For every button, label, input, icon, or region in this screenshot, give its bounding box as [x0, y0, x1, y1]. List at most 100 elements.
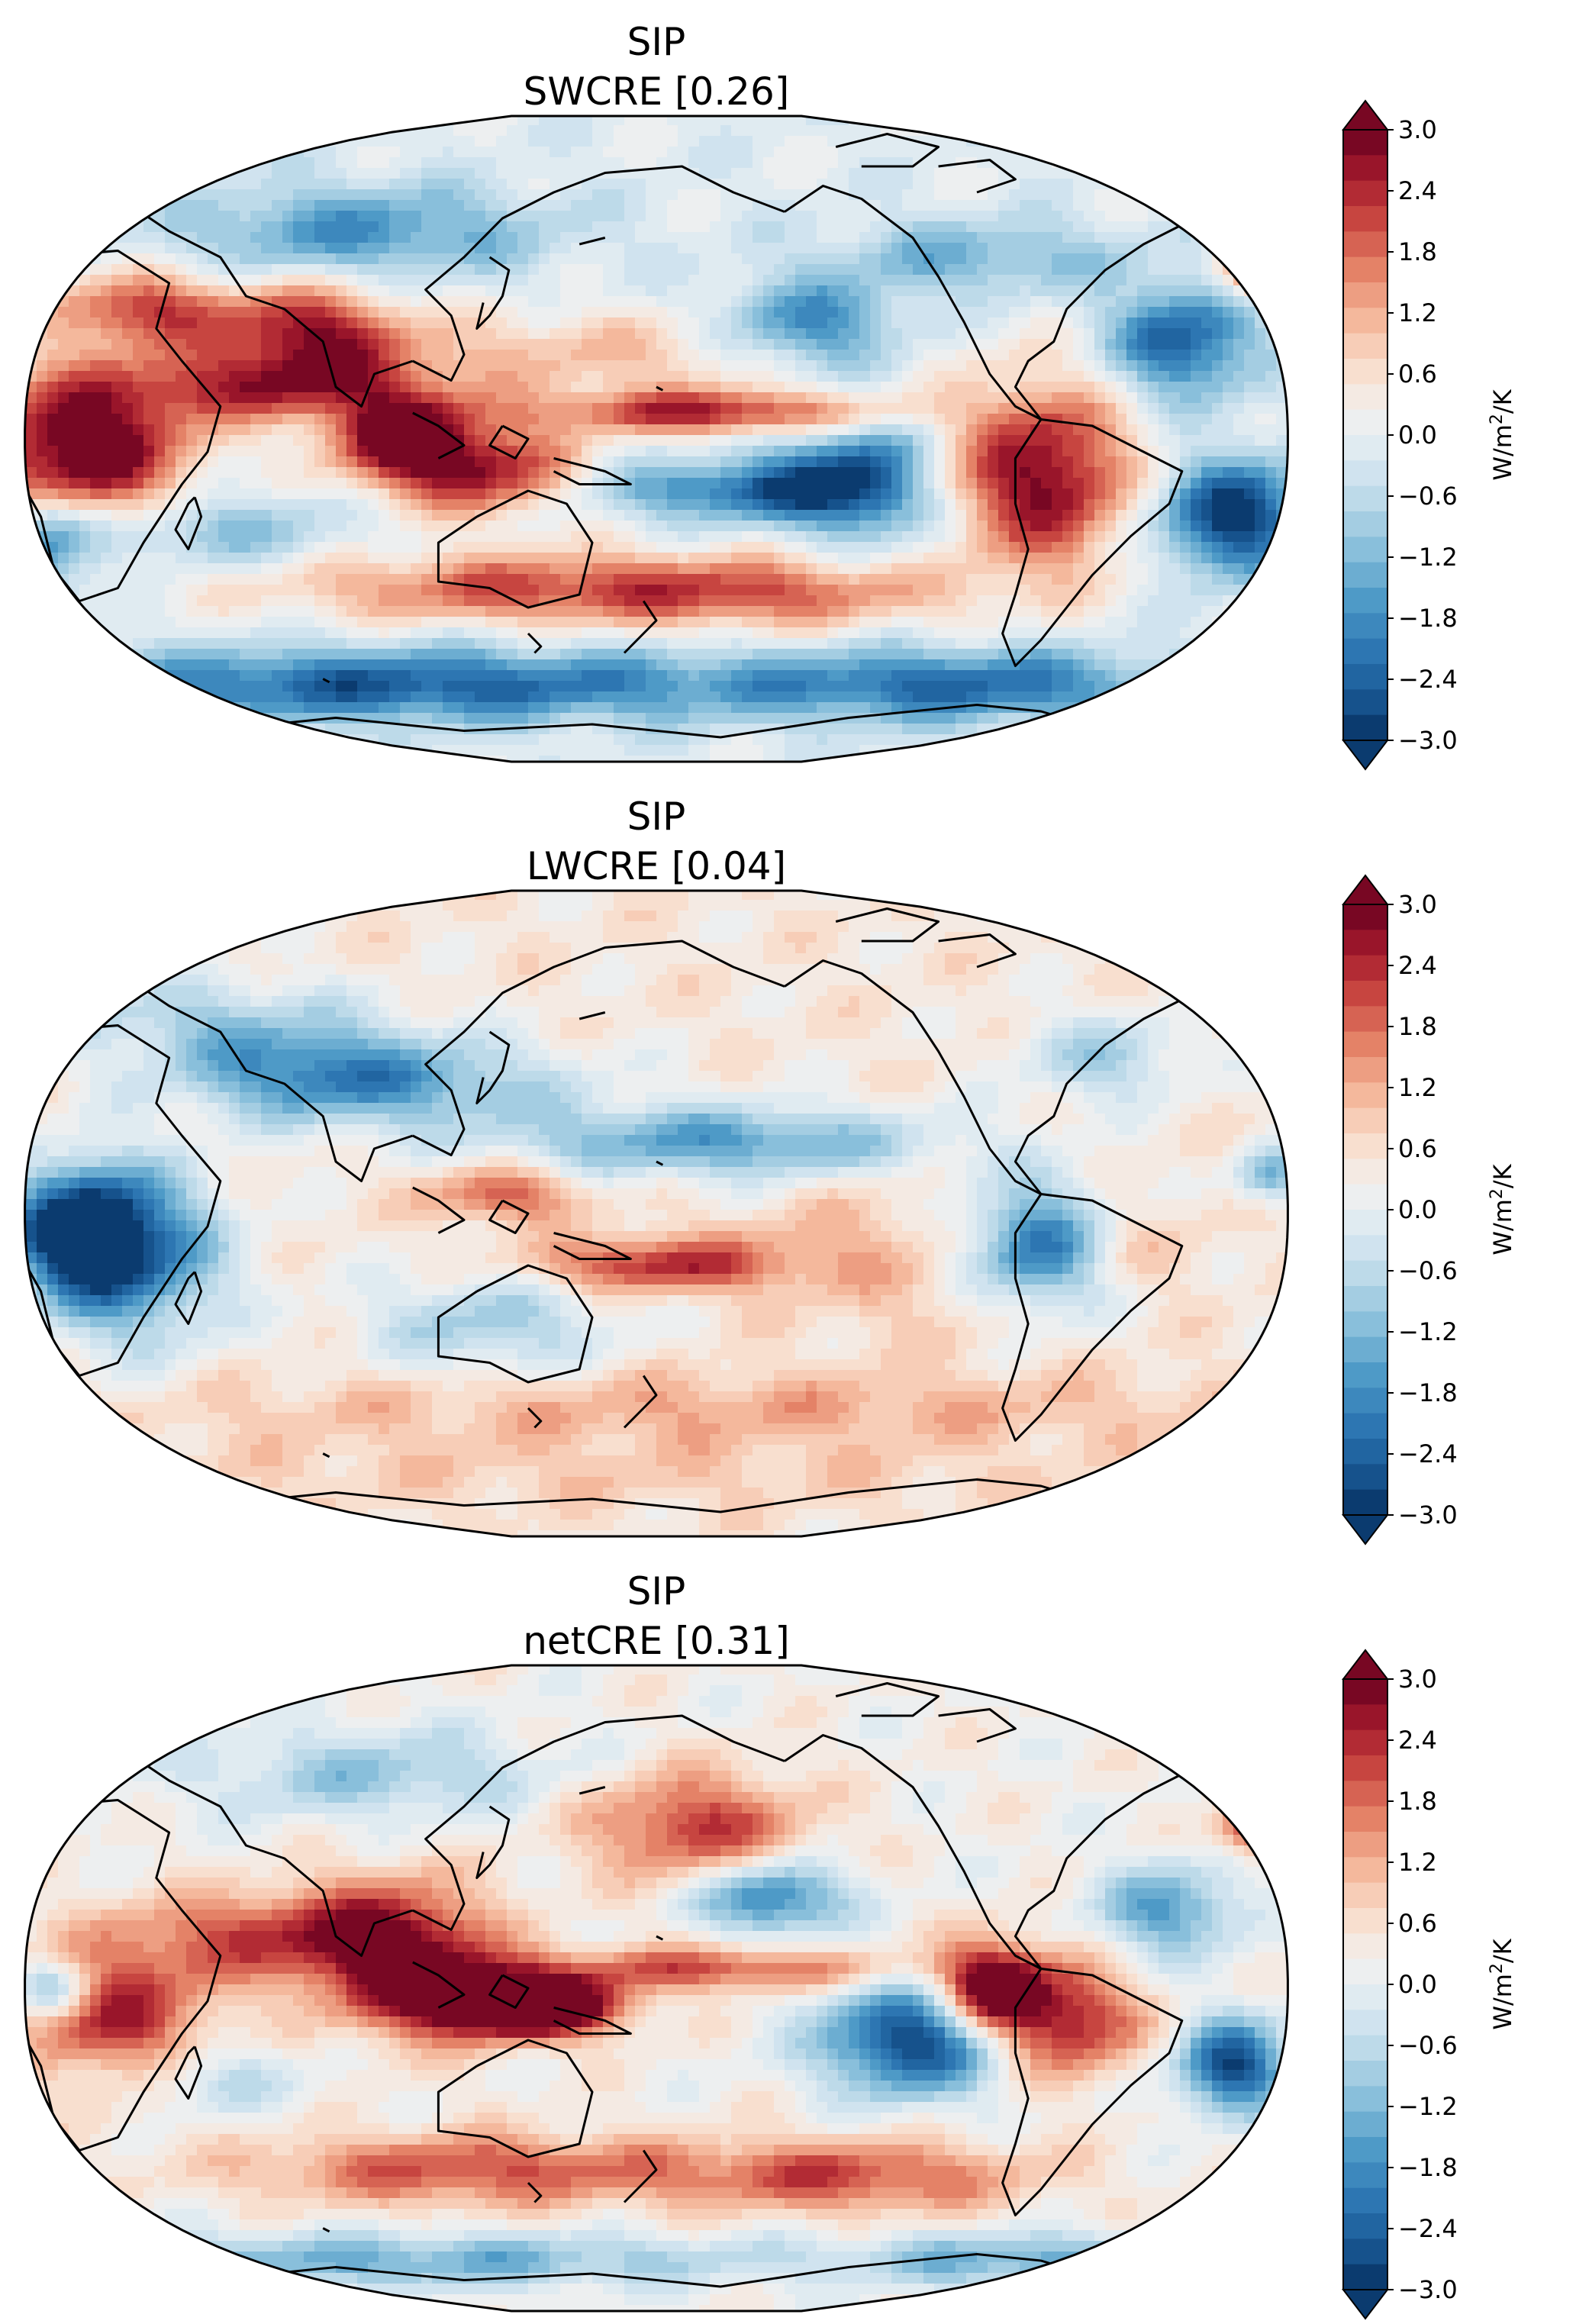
colorbar-label: W/m2/K	[1487, 388, 1517, 480]
colorbar-level	[1343, 2213, 1387, 2239]
colorbar-level	[1343, 1260, 1387, 1287]
colorbar-level	[1343, 613, 1387, 640]
colorbar-level	[1343, 955, 1387, 981]
colorbar-tick-label: −1.2	[1398, 1317, 1458, 1346]
colorbar-level	[1343, 1984, 1387, 2010]
colorbar-level	[1343, 308, 1387, 334]
colorbar-tick-label: 0.6	[1398, 359, 1437, 388]
panel-title: SIP	[0, 798, 1313, 836]
colorbar-tick-label: −2.4	[1398, 1439, 1458, 1468]
colorbar-level	[1343, 282, 1387, 308]
data-field	[24, 116, 1288, 762]
colorbar-level	[1343, 1235, 1387, 1262]
colorbar-level	[1343, 2187, 1387, 2214]
colorbar-level	[1343, 981, 1387, 1007]
colorbar-level	[1343, 904, 1387, 930]
colorbar-tick-label: −1.2	[1398, 543, 1458, 572]
map-outline	[24, 1664, 1289, 2313]
colorbar-level	[1343, 1362, 1387, 1388]
colorbar-level	[1343, 1755, 1387, 1781]
colorbar-level	[1343, 333, 1387, 359]
colorbar-level	[1343, 930, 1387, 956]
colorbar-level	[1343, 409, 1387, 436]
colorbar-tick-label: 1.2	[1398, 298, 1437, 327]
colorbar-level	[1343, 1857, 1387, 1884]
map-lwcre	[24, 889, 1289, 1538]
colorbar-tick-label: −1.2	[1398, 2092, 1458, 2121]
colorbar-level	[1343, 689, 1387, 716]
panel-subtitle: netCRE [0.31]	[0, 1622, 1313, 1660]
colorbar-tick-label: 0.0	[1398, 1970, 1437, 1999]
colorbar-extend-min	[1341, 740, 1390, 771]
colorbar-label: W/m2/K	[1487, 1163, 1517, 1255]
colorbar-tick-label: −1.8	[1398, 604, 1458, 633]
colorbar-tick-label: 2.4	[1398, 176, 1437, 205]
colorbar-level	[1343, 1336, 1387, 1363]
colorbar-level	[1343, 1210, 1387, 1236]
colorbar-tick-label: 0.6	[1398, 1134, 1437, 1163]
colorbar-level	[1343, 1704, 1387, 1731]
colorbar-level	[1343, 2264, 1387, 2290]
panel-subtitle: SWCRE [0.26]	[0, 73, 1313, 111]
colorbar-tick-label: −3.0	[1398, 1500, 1458, 1529]
colorbar-level	[1343, 1908, 1387, 1934]
colorbar-level	[1343, 1388, 1387, 1414]
map-outline	[24, 114, 1289, 763]
colorbar-extend-min	[1341, 2289, 1390, 2320]
colorbar-tick-label: −2.4	[1398, 2214, 1458, 2243]
colorbar-level	[1343, 1286, 1387, 1312]
colorbar-level	[1343, 664, 1387, 690]
colorbar-level	[1343, 206, 1387, 232]
colorbar-level	[1343, 2035, 1387, 2061]
colorbar-level	[1343, 638, 1387, 665]
panel-subtitle: LWCRE [0.04]	[0, 847, 1313, 885]
colorbar-level	[1343, 1006, 1387, 1033]
colorbar-tick-label: 0.6	[1398, 1909, 1437, 1938]
panel-lwcre: SIP LWCRE [0.04] 3.0 2.4 1.8 1.2 0.6 0.0 −0.6 −…	[0, 775, 1576, 1549]
colorbar-tick-label: 3.0	[1398, 890, 1437, 919]
colorbar-tick-label: −0.6	[1398, 2031, 1458, 2060]
colorbar-level	[1343, 1489, 1387, 1516]
panel-title: SIP	[0, 23, 1313, 61]
colorbar-level	[1343, 2162, 1387, 2189]
colorbar-tick-label: 0.0	[1398, 1195, 1437, 1224]
colorbar-level	[1343, 1464, 1387, 1491]
colorbar-level	[1343, 1082, 1387, 1109]
colorbar-level	[1343, 1729, 1387, 1756]
colorbar-level	[1343, 1413, 1387, 1439]
colorbar-tick-label: 1.2	[1398, 1848, 1437, 1877]
colorbar-level	[1343, 180, 1387, 207]
colorbar-level	[1343, 1882, 1387, 1909]
colorbar-level	[1343, 130, 1387, 156]
coastlines	[24, 907, 1286, 1513]
colorbar-level	[1343, 384, 1387, 411]
colorbar-tick-label: −0.6	[1398, 1256, 1458, 1285]
colorbar-extend-max	[1341, 99, 1390, 131]
colorbar-tick-label: −1.8	[1398, 2153, 1458, 2182]
colorbar-extend-min	[1341, 1514, 1390, 1546]
colorbar-level	[1343, 155, 1387, 182]
colorbar-level	[1343, 256, 1387, 283]
colorbar-level	[1343, 2086, 1387, 2113]
colorbar-level	[1343, 1107, 1387, 1134]
colorbar-tick-label: 1.8	[1398, 1012, 1437, 1041]
colorbar-level	[1343, 1781, 1387, 1807]
colorbar-level	[1343, 714, 1387, 741]
colorbar-level	[1343, 359, 1387, 385]
panel-swcre: SIP SWCRE [0.26] 3.0 2.4 1.8 1.2 0.6 0.0 −0.6 −…	[0, 0, 1576, 775]
colorbar-tick-label: 1.8	[1398, 1787, 1437, 1816]
colorbar-tick-label: −0.6	[1398, 482, 1458, 511]
colorbar-level	[1343, 1958, 1387, 1985]
colorbar-label: W/m2/K	[1487, 1938, 1517, 2029]
colorbar-level	[1343, 537, 1387, 563]
colorbar-level	[1343, 231, 1387, 258]
colorbar-level	[1343, 1057, 1387, 1083]
coastlines	[24, 1682, 1286, 2288]
colorbar-tick-label: −3.0	[1398, 2275, 1458, 2304]
colorbar-level	[1343, 1439, 1387, 1465]
colorbar-tick-label: −3.0	[1398, 726, 1458, 755]
colorbar-level	[1343, 1159, 1387, 1185]
colorbar-level	[1343, 2061, 1387, 2087]
data-field	[24, 1665, 1288, 2311]
colorbar-tick-label: 2.4	[1398, 1726, 1437, 1755]
